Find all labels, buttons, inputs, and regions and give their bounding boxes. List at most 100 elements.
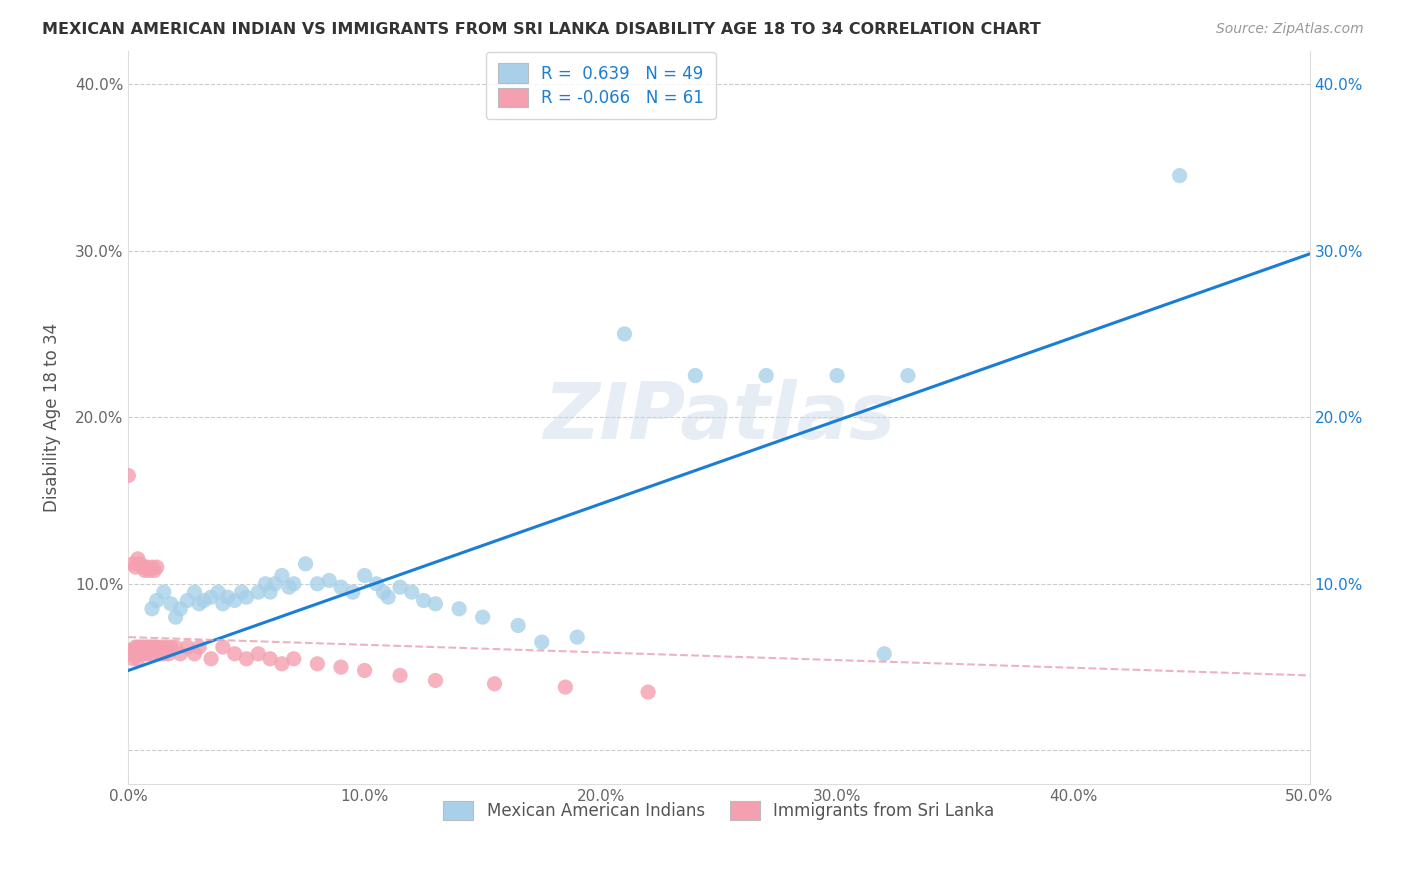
Point (141, 647, 163, 661)
Point (160, 640, 183, 654)
Point (471, 610, 494, 624)
Point (449, 602, 471, 616)
Point (307, 576, 329, 591)
Point (224, 647, 246, 661)
Point (183, 585, 205, 599)
Point (165, 640, 187, 654)
Point (127, 647, 149, 661)
Point (755, 368, 778, 383)
Point (188, 640, 211, 654)
Point (145, 593, 167, 607)
Point (825, 368, 848, 383)
Point (685, 368, 707, 383)
Point (131, 560, 153, 574)
Point (129, 640, 152, 654)
Point (212, 597, 235, 611)
Point (330, 660, 353, 674)
Point (169, 647, 191, 661)
Point (136, 640, 159, 654)
Point (120, 643, 142, 657)
Point (554, 680, 576, 694)
Point (155, 640, 177, 654)
Point (150, 640, 173, 654)
Point (207, 585, 229, 599)
Point (153, 585, 176, 599)
Point (188, 597, 211, 611)
Point (129, 557, 152, 571)
Point (484, 677, 506, 691)
Point (117, 468, 139, 483)
Point (271, 568, 294, 582)
Point (148, 647, 170, 661)
Point (131, 647, 153, 661)
Point (200, 590, 222, 604)
Point (157, 647, 180, 661)
Point (366, 576, 388, 591)
Point (637, 685, 659, 699)
Point (271, 657, 294, 671)
Point (613, 326, 636, 341)
Point (897, 368, 920, 383)
Point (143, 640, 166, 654)
Point (134, 640, 156, 654)
Point (193, 593, 215, 607)
Point (165, 610, 187, 624)
Point (127, 640, 149, 654)
Point (141, 640, 163, 654)
Point (141, 560, 163, 574)
Point (567, 630, 589, 644)
Point (176, 593, 198, 607)
Point (283, 652, 305, 666)
Point (294, 557, 316, 571)
Point (259, 585, 281, 599)
Point (1168, 169, 1191, 183)
Point (122, 652, 145, 666)
Point (145, 560, 167, 574)
Point (425, 597, 447, 611)
Point (136, 647, 159, 661)
Point (247, 585, 270, 599)
Text: Source: ZipAtlas.com: Source: ZipAtlas.com (1216, 22, 1364, 37)
Point (259, 652, 281, 666)
Point (138, 640, 160, 654)
Text: ZIPatlas: ZIPatlas (543, 379, 896, 455)
Point (425, 673, 447, 688)
Point (389, 668, 412, 682)
Point (131, 640, 153, 654)
Point (129, 647, 152, 661)
Point (153, 647, 176, 661)
Point (373, 585, 395, 599)
Point (530, 635, 553, 649)
Point (263, 576, 285, 591)
Point (141, 602, 163, 616)
Point (176, 640, 198, 654)
Point (124, 647, 146, 661)
Point (200, 652, 222, 666)
Point (183, 647, 205, 661)
Point (873, 647, 896, 661)
Point (377, 590, 399, 604)
Point (217, 590, 239, 604)
Point (235, 652, 257, 666)
Point (124, 640, 146, 654)
Legend: Mexican American Indians, Immigrants from Sri Lanka: Mexican American Indians, Immigrants fro… (437, 794, 1001, 827)
Point (212, 640, 235, 654)
Point (353, 664, 375, 678)
Point (122, 557, 145, 571)
Point (318, 574, 340, 588)
Point (283, 576, 305, 591)
Point (134, 564, 156, 578)
Point (127, 551, 149, 566)
Point (353, 568, 375, 582)
Point (307, 657, 329, 671)
Point (169, 602, 191, 616)
Text: MEXICAN AMERICAN INDIAN VS IMMIGRANTS FROM SRI LANKA DISABILITY AGE 18 TO 34 COR: MEXICAN AMERICAN INDIAN VS IMMIGRANTS FR… (42, 22, 1040, 37)
Point (254, 576, 277, 591)
Point (342, 585, 364, 599)
Point (122, 647, 145, 661)
Point (231, 585, 253, 599)
Point (278, 580, 301, 594)
Point (136, 560, 159, 574)
Point (145, 640, 167, 654)
Point (134, 647, 156, 661)
